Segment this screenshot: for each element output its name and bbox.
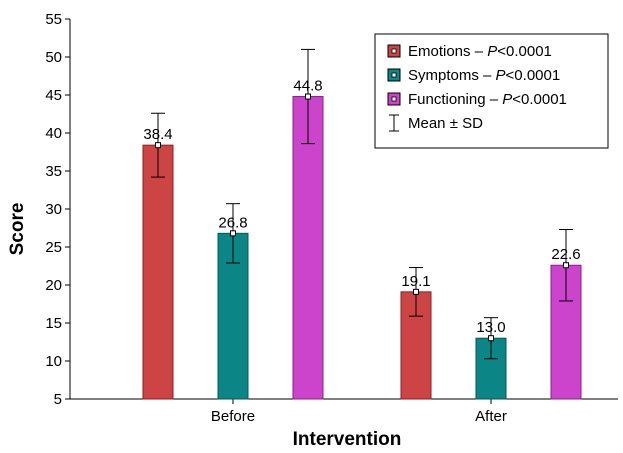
y-tick-label: 30 bbox=[45, 201, 62, 218]
y-tick-label: 45 bbox=[45, 87, 62, 104]
x-axis-title: Intervention bbox=[293, 429, 402, 450]
mean-marker bbox=[305, 93, 311, 100]
data-labels-group: 38.4 19.1 26.8 13.0 44.8 22.6 bbox=[143, 78, 580, 337]
y-tick-label: 35 bbox=[45, 163, 62, 180]
y-tick-label: 40 bbox=[45, 125, 62, 142]
error-bars-group bbox=[151, 48, 573, 360]
y-tick-label: 15 bbox=[45, 315, 62, 332]
legend-label: Emotions – P<0.0001 bbox=[408, 43, 552, 60]
y-axis-title: Score bbox=[7, 203, 28, 256]
legend-box bbox=[374, 33, 609, 149]
legend-marker bbox=[391, 48, 397, 54]
bar bbox=[142, 144, 174, 400]
bar bbox=[292, 96, 324, 400]
x-axis: Before After bbox=[70, 398, 618, 425]
y-tick-label: 50 bbox=[45, 49, 62, 66]
data-label: 26.8 bbox=[218, 214, 247, 231]
x-tick-label: After bbox=[475, 408, 507, 425]
data-label: 19.1 bbox=[401, 273, 430, 290]
mean-marker bbox=[155, 142, 161, 149]
mean-marker bbox=[563, 262, 569, 269]
legend-marker bbox=[391, 96, 397, 102]
mean-marker bbox=[230, 230, 236, 237]
y-tick-label: 20 bbox=[45, 277, 62, 294]
data-label: 22.6 bbox=[551, 246, 580, 263]
legend-marker bbox=[391, 72, 397, 78]
x-tick-label: Before bbox=[211, 408, 255, 425]
legend-label: Mean ± SD bbox=[408, 115, 483, 132]
data-label: 13.0 bbox=[476, 319, 505, 336]
data-label: 38.4 bbox=[143, 126, 172, 143]
y-tick-label: 25 bbox=[45, 239, 62, 256]
data-label: 44.8 bbox=[293, 78, 322, 95]
y-tick-label: 10 bbox=[45, 353, 62, 370]
y-tick-label: 55 bbox=[45, 11, 62, 28]
mean-marker bbox=[488, 335, 494, 342]
mean-marker bbox=[413, 288, 419, 295]
legend: Emotions – P<0.0001 Symptoms – P<0.0001 Fu… bbox=[374, 33, 609, 149]
legend-label: Symptoms – P<0.0001 bbox=[408, 67, 560, 84]
y-tick-label: 5 bbox=[54, 391, 62, 408]
legend-label: Functioning – P<0.0001 bbox=[408, 91, 567, 108]
y-axis: 5 10 15 20 25 30 35 40 45 50 55 bbox=[45, 11, 71, 408]
